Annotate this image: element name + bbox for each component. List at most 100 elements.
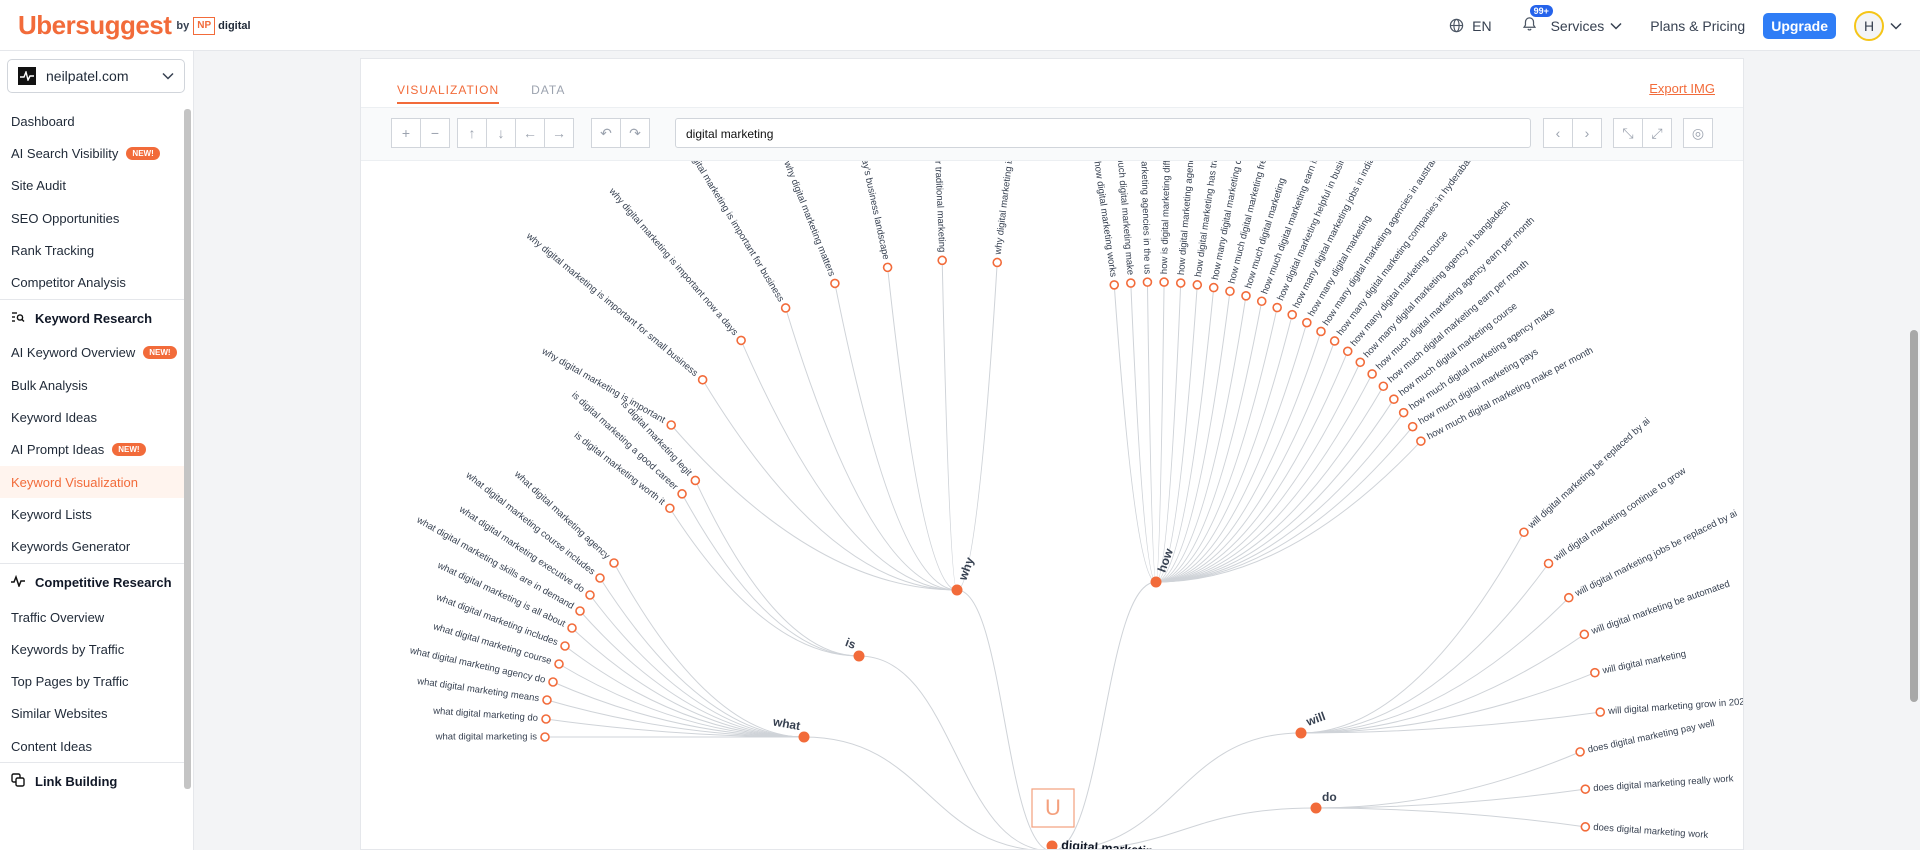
sidebar-item-ai-prompt-ideas[interactable]: AI Prompt Ideas NEW!: [0, 434, 186, 466]
move-up-button[interactable]: ↑: [457, 118, 487, 148]
export-img-link[interactable]: Export IMG: [1649, 81, 1715, 96]
avatar[interactable]: H: [1854, 10, 1884, 41]
root-label[interactable]: digital marketing: [1061, 838, 1162, 849]
keyword-node[interactable]: [554, 659, 564, 669]
keyword-label[interactable]: will digital marketing: [1601, 649, 1687, 677]
branch-label[interactable]: what: [771, 714, 801, 733]
keyword-node[interactable]: [1109, 280, 1120, 290]
keyword-node[interactable]: [585, 590, 595, 600]
keyword-node[interactable]: [937, 255, 947, 266]
move-right-button[interactable]: →: [544, 118, 574, 148]
keyword-node[interactable]: [1287, 309, 1297, 320]
branch-node[interactable]: [1150, 576, 1162, 588]
sidebar-item-keyword-lists[interactable]: Keyword Lists: [0, 498, 186, 530]
keyword-search-input[interactable]: digital marketing: [675, 118, 1531, 148]
keyword-node[interactable]: [666, 420, 677, 430]
branch-node[interactable]: [798, 731, 810, 743]
keyword-label[interactable]: what digital marketing do: [432, 706, 539, 724]
keyword-label[interactable]: does digital marketing pay well: [1587, 718, 1716, 756]
sidebar-item-content-ideas[interactable]: Content Ideas: [0, 730, 186, 762]
zoom-out-button[interactable]: −: [420, 118, 450, 148]
keyword-node[interactable]: [1175, 278, 1186, 288]
keyword-node[interactable]: [1272, 302, 1282, 313]
keyword-node[interactable]: [548, 677, 558, 687]
keyword-node[interactable]: [541, 714, 551, 724]
keyword-node[interactable]: [830, 278, 840, 289]
keyword-node[interactable]: [1316, 326, 1326, 337]
keyword-label[interactable]: does digital marketing work: [1593, 822, 1709, 841]
branch-node[interactable]: [853, 650, 865, 662]
sidebar-item-rank-tracking[interactable]: Rank Tracking: [0, 234, 186, 266]
keyword-node[interactable]: [1225, 286, 1235, 297]
keyword-node[interactable]: [1398, 407, 1409, 418]
sidebar-item-keywords-by-traffic[interactable]: Keywords by Traffic: [0, 633, 186, 665]
move-left-button[interactable]: ←: [515, 118, 545, 148]
sidebar-item-ai-search-visibility[interactable]: AI Search Visibility NEW!: [0, 137, 186, 169]
keyword-node[interactable]: [1378, 381, 1389, 392]
notifications-button[interactable]: 99+: [1522, 5, 1553, 35]
keyword-node[interactable]: [1563, 592, 1574, 603]
keyword-node[interactable]: [1256, 296, 1267, 307]
keyword-node[interactable]: [780, 303, 791, 313]
sidebar-item-competitor-analysis[interactable]: Competitor Analysis: [0, 266, 186, 298]
keyword-node[interactable]: [665, 503, 675, 514]
sidebar-section-keyword-research[interactable]: Keyword Research: [0, 298, 186, 337]
keyword-node[interactable]: [1159, 277, 1169, 287]
branch-node[interactable]: [951, 584, 963, 596]
keyword-node[interactable]: [1580, 822, 1591, 832]
keyword-node[interactable]: [1519, 527, 1529, 538]
keyword-node[interactable]: [677, 489, 687, 499]
branch-label[interactable]: how: [1155, 546, 1177, 574]
sidebar-scrollbar[interactable]: [184, 109, 191, 789]
sidebar-item-keywords-generator[interactable]: Keywords Generator: [0, 531, 186, 563]
keyword-label[interactable]: will digital marketing be automated: [1589, 579, 1731, 638]
keyword-node[interactable]: [540, 732, 550, 742]
keyword-label[interactable]: why digital marketing matters: [781, 161, 837, 278]
keyword-label[interactable]: why digital marketing over traditional m…: [927, 161, 947, 253]
keyword-node[interactable]: [1241, 291, 1251, 301]
sidebar-item-seo-opportunities[interactable]: SEO Opportunities: [0, 202, 186, 234]
collapse-button[interactable]: ⤡: [1613, 118, 1643, 148]
keyword-node[interactable]: [575, 606, 585, 616]
brand-logo[interactable]: Ubersuggest by NP digital: [18, 10, 251, 41]
next-button[interactable]: ›: [1572, 118, 1602, 148]
keyword-node[interactable]: [542, 695, 552, 705]
keyword-label[interactable]: how many digital marketing agencies in t…: [1136, 161, 1153, 275]
keyword-label[interactable]: what digital marketing is: [435, 732, 538, 743]
tab-data[interactable]: DATA: [531, 83, 566, 97]
undo-button[interactable]: ↶: [591, 118, 621, 148]
zoom-in-button[interactable]: +: [391, 118, 421, 148]
language-selector[interactable]: EN: [1449, 18, 1492, 34]
keyword-label[interactable]: does digital marketing really work: [1593, 773, 1734, 794]
keyword-node[interactable]: [560, 641, 570, 651]
keyword-node[interactable]: [1543, 558, 1554, 569]
keyword-node[interactable]: [1208, 282, 1219, 293]
branch-label[interactable]: do: [1322, 790, 1337, 804]
keyword-node[interactable]: [1367, 369, 1377, 379]
keyword-node[interactable]: [1575, 747, 1585, 757]
sidebar-item-bulk-analysis[interactable]: Bulk Analysis: [0, 369, 186, 401]
keyword-node[interactable]: [1342, 346, 1353, 357]
keyword-node[interactable]: [697, 374, 708, 385]
sidebar-item-site-audit[interactable]: Site Audit: [0, 170, 186, 202]
page-scrollbar-thumb[interactable]: [1910, 330, 1918, 702]
keyword-node[interactable]: [1416, 436, 1426, 446]
previous-button[interactable]: ‹: [1543, 118, 1573, 148]
keyword-label[interactable]: how digital marketing works: [1091, 161, 1118, 278]
sidebar-item-ai-keyword-overview[interactable]: AI Keyword Overview NEW!: [0, 337, 186, 369]
keyword-label[interactable]: how is digital marketing different from …: [1159, 161, 1177, 274]
keyword-node[interactable]: [1126, 278, 1136, 288]
keyword-node[interactable]: [1407, 421, 1418, 432]
services-menu[interactable]: Services: [1551, 18, 1623, 34]
branch-label[interactable]: will: [1303, 709, 1327, 729]
sidebar-item-similar-websites[interactable]: Similar Websites: [0, 698, 186, 730]
keyword-node[interactable]: [1389, 394, 1399, 404]
branch-label[interactable]: is: [843, 635, 857, 652]
keyword-node[interactable]: [992, 257, 1003, 268]
keyword-label[interactable]: how digital marketing agency: [1176, 161, 1197, 276]
sidebar-section-competitive-research[interactable]: Competitive Research: [0, 562, 186, 601]
keyword-node[interactable]: [1355, 357, 1366, 368]
sidebar-item-top-pages-by-traffic[interactable]: Top Pages by Traffic: [0, 665, 186, 697]
sidebar-item-keyword-ideas[interactable]: Keyword Ideas: [0, 401, 186, 433]
